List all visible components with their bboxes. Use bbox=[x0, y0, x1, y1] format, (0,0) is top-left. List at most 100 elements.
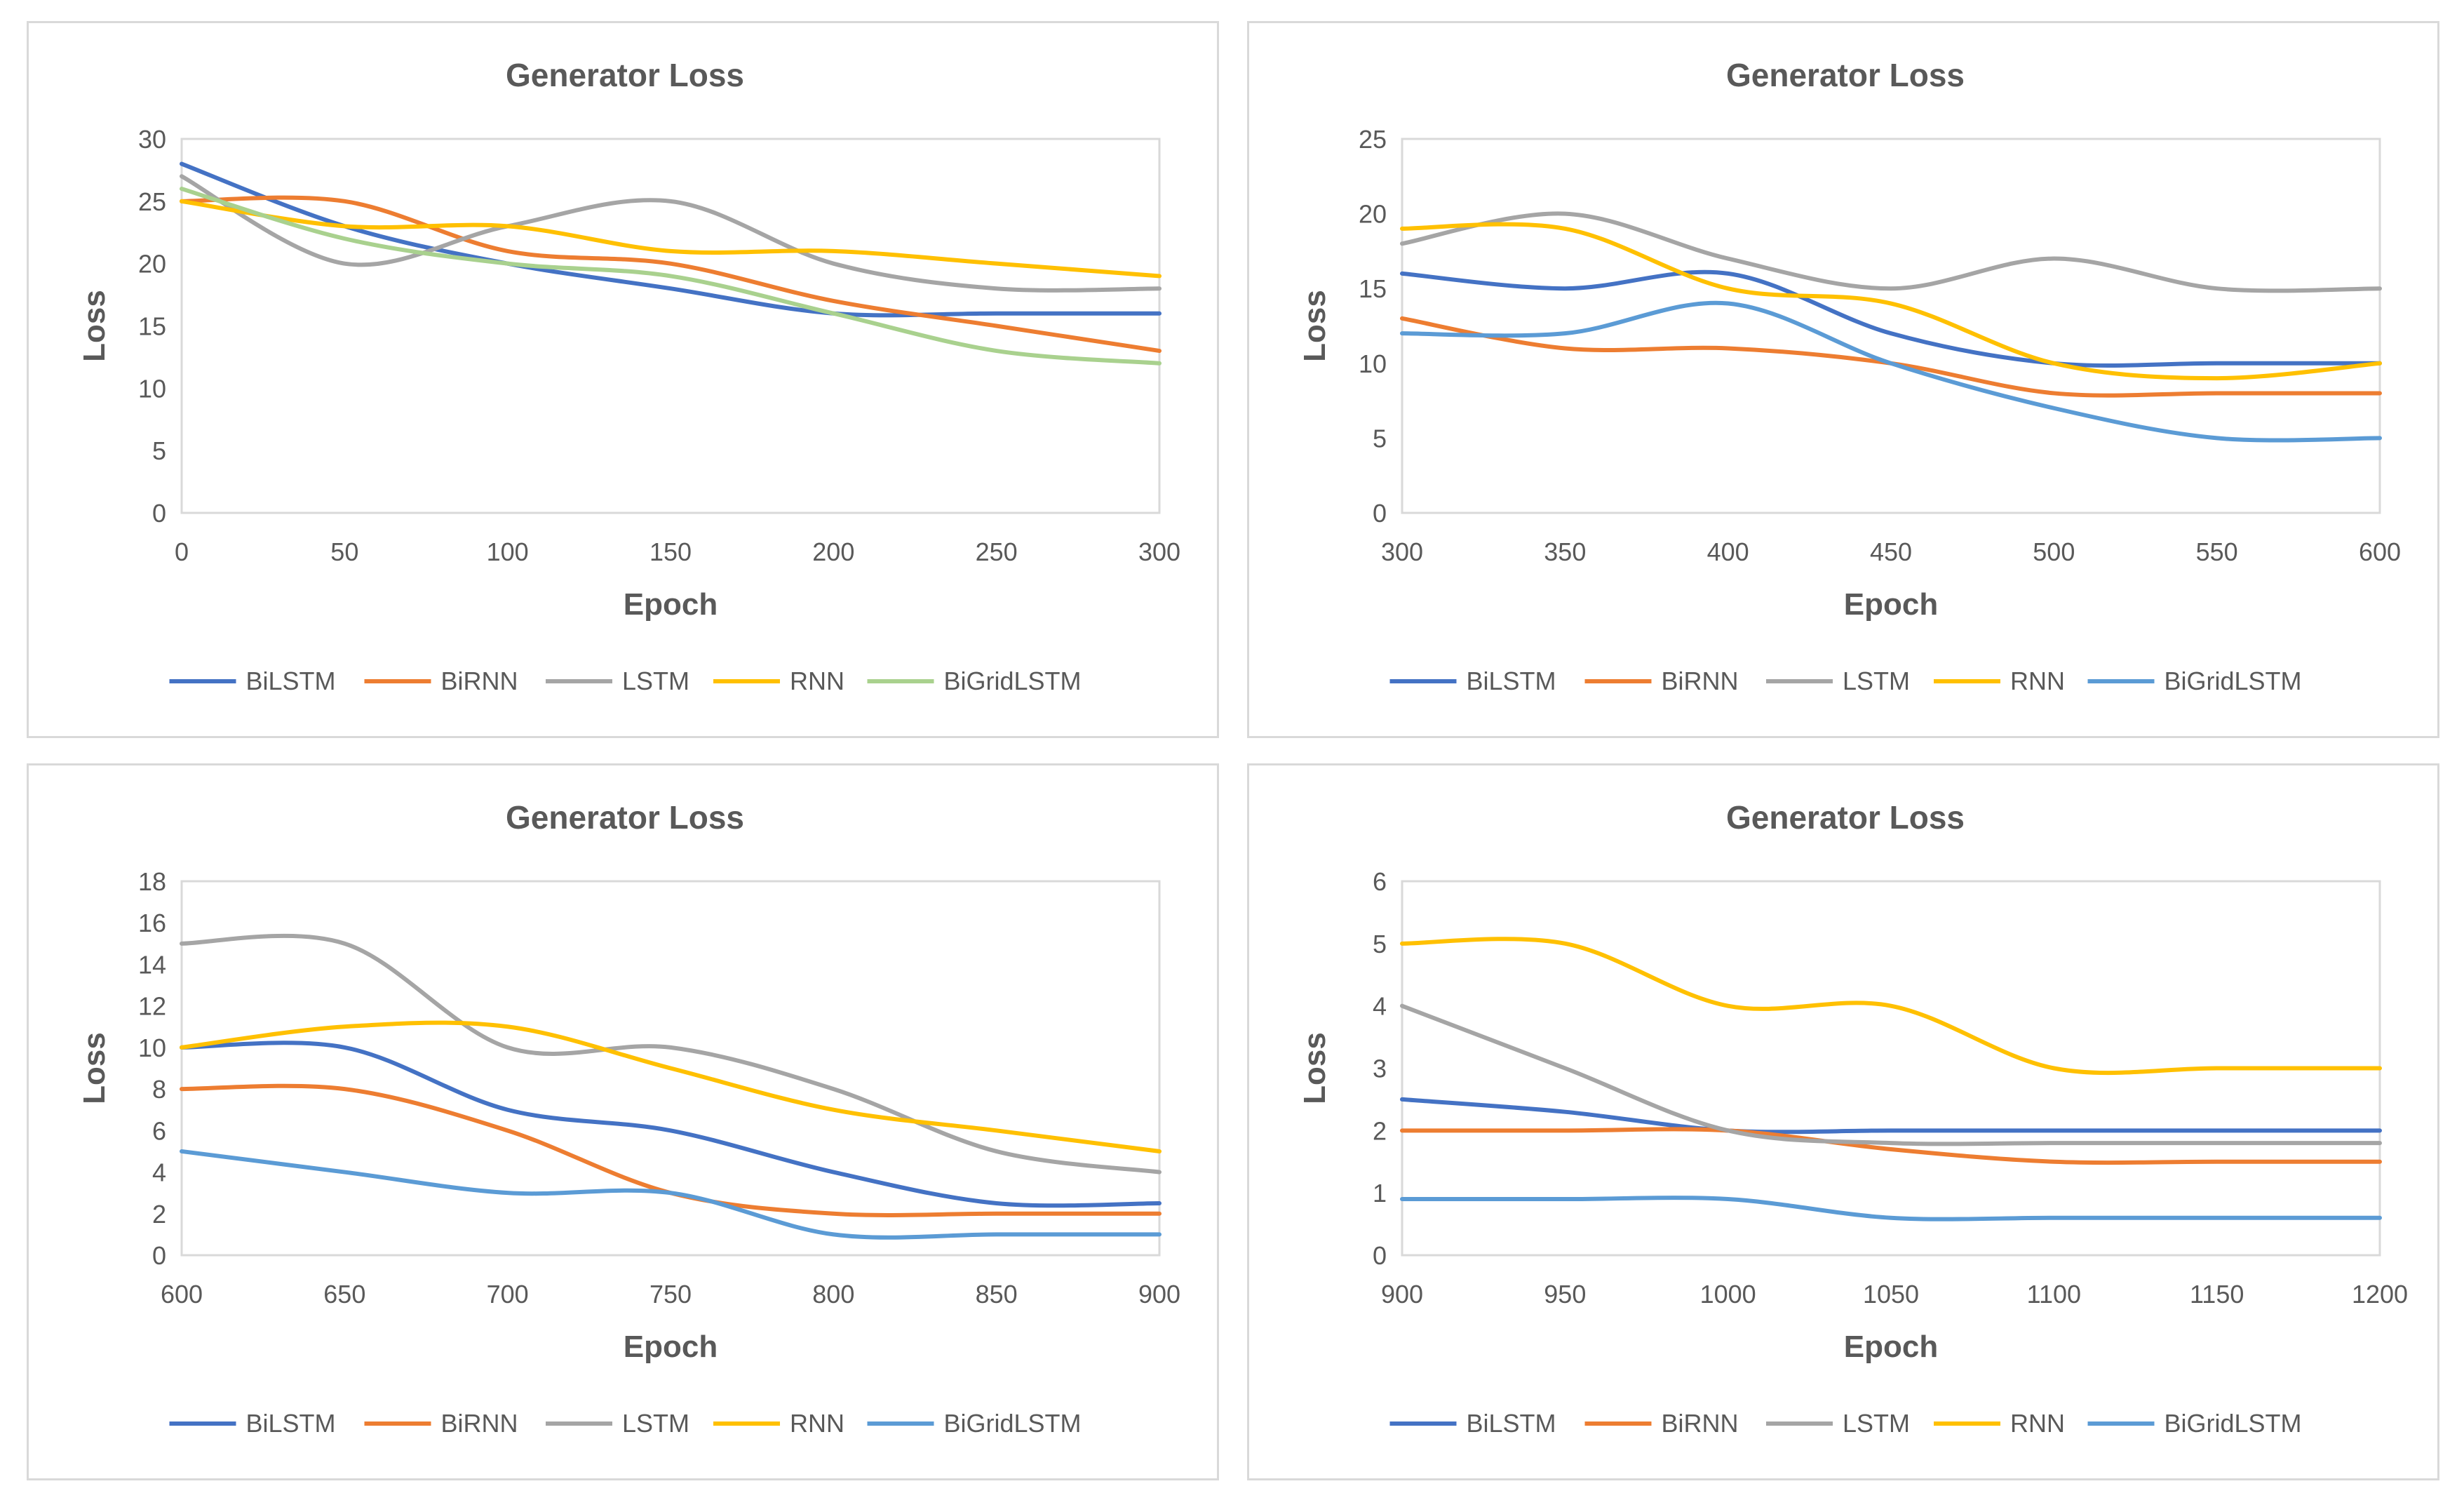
x-tick-label: 600 bbox=[2359, 537, 2401, 566]
plot-area bbox=[180, 880, 1161, 1257]
y-axis-title: Loss bbox=[77, 290, 112, 362]
x-tick-label: 800 bbox=[812, 1280, 854, 1309]
y-tick-label: 2 bbox=[1373, 1116, 1387, 1145]
y-tick-label: 8 bbox=[152, 1075, 166, 1104]
legend-label: RNN bbox=[2010, 667, 2065, 695]
legend-label: RNN bbox=[790, 667, 844, 695]
legend-label: LSTM bbox=[622, 667, 689, 695]
x-tick-label: 550 bbox=[2196, 537, 2238, 566]
x-tick-label: 850 bbox=[976, 1280, 1018, 1309]
legend-label: BiRNN bbox=[1662, 1409, 1739, 1438]
x-tick-label: 1200 bbox=[2352, 1280, 2408, 1309]
plot-area bbox=[1401, 138, 2381, 514]
y-tick-label: 0 bbox=[152, 1241, 166, 1270]
y-tick-label: 25 bbox=[1359, 125, 1387, 154]
x-tick-label: 1050 bbox=[1863, 1280, 1919, 1309]
y-tick-label: 30 bbox=[138, 125, 166, 154]
series-line-birnn bbox=[180, 1083, 1162, 1217]
legend-label: LSTM bbox=[1843, 667, 1910, 695]
chart-svg-2: Generator Loss 0 5 10 15 20 25 300 350 400 450 500 5… bbox=[1298, 57, 2401, 695]
y-tick-label: 16 bbox=[138, 909, 166, 937]
x-tick-label: 300 bbox=[1138, 537, 1180, 566]
x-tick-label: 450 bbox=[1870, 537, 1912, 566]
chart-panel-1: Generator Loss 0 5 10 15 20 25 30 0 50 100 150 200 25… bbox=[27, 21, 1219, 738]
chart-title: Generator Loss bbox=[506, 799, 744, 836]
x-tick-label: 150 bbox=[649, 537, 692, 566]
y-tick-label: 6 bbox=[1373, 867, 1387, 896]
series-line-lstm bbox=[1400, 211, 2382, 293]
series-line-birnn bbox=[180, 195, 1162, 354]
x-axis-title: Epoch bbox=[1844, 1330, 1938, 1364]
x-tick-label: 1150 bbox=[2190, 1280, 2244, 1309]
series-line-lstm bbox=[1400, 1003, 2382, 1146]
y-tick-label: 1 bbox=[1373, 1179, 1387, 1207]
y-tick-label: 10 bbox=[138, 1033, 166, 1062]
x-tick-label: 1100 bbox=[2027, 1280, 2081, 1309]
series-line-lstm bbox=[180, 933, 1162, 1175]
series-line-rnn bbox=[180, 199, 1162, 279]
y-tick-label: 4 bbox=[1373, 992, 1387, 1021]
y-axis-title: Loss bbox=[1298, 1032, 1332, 1104]
y-tick-label: 20 bbox=[138, 250, 166, 279]
chart-panel-2: Generator Loss 0 5 10 15 20 25 300 350 400 450 500 5… bbox=[1247, 21, 2439, 738]
x-tick-label: 300 bbox=[1381, 537, 1423, 566]
y-tick-label: 6 bbox=[152, 1116, 166, 1145]
series-line-bigridlstm bbox=[1400, 300, 2382, 443]
chart-title: Generator Loss bbox=[506, 57, 744, 93]
y-tick-label: 10 bbox=[1359, 349, 1387, 378]
x-tick-label: 1000 bbox=[1700, 1280, 1756, 1309]
legend-label: LSTM bbox=[622, 1409, 689, 1438]
legend-label: BiLSTM bbox=[246, 667, 336, 695]
y-tick-label: 10 bbox=[138, 374, 166, 403]
plot-area bbox=[180, 138, 1161, 514]
x-tick-label: 200 bbox=[812, 537, 854, 566]
series-line-bilstm bbox=[180, 1041, 1162, 1208]
x-tick-label: 900 bbox=[1138, 1280, 1180, 1309]
y-tick-label: 4 bbox=[152, 1158, 166, 1187]
series-line-bilstm bbox=[180, 161, 1162, 318]
legend-label: BiGridLSTM bbox=[944, 1409, 1082, 1438]
legend-label: BiGridLSTM bbox=[2165, 667, 2302, 695]
y-tick-label: 18 bbox=[138, 867, 166, 896]
x-tick-label: 0 bbox=[175, 537, 189, 566]
y-tick-label: 20 bbox=[1359, 200, 1387, 229]
series-line-bigridlstm bbox=[180, 187, 1162, 366]
y-tick-label: 5 bbox=[1373, 930, 1387, 958]
series-line-rnn bbox=[1400, 222, 2382, 381]
legend-label: BiGridLSTM bbox=[2165, 1409, 2302, 1438]
legend-label: BiRNN bbox=[441, 667, 518, 695]
x-axis-title: Epoch bbox=[624, 587, 718, 622]
legend-label: BiLSTM bbox=[1467, 667, 1556, 695]
x-tick-label: 700 bbox=[487, 1280, 529, 1309]
x-axis-title: Epoch bbox=[624, 1330, 718, 1364]
y-tick-label: 14 bbox=[138, 950, 166, 979]
chart-title: Generator Loss bbox=[1726, 799, 1965, 836]
legend-label: BiLSTM bbox=[1467, 1409, 1556, 1438]
series-line-bigridlstm bbox=[180, 1149, 1162, 1240]
y-tick-label: 0 bbox=[1373, 1241, 1387, 1270]
legend-label: LSTM bbox=[1843, 1409, 1910, 1438]
x-tick-label: 50 bbox=[330, 537, 358, 566]
x-tick-label: 600 bbox=[161, 1280, 203, 1309]
chart-panel-4: Generator Loss 0 1 2 3 4 5 6 900 950 1000 1050 1100 1… bbox=[1247, 763, 2439, 1480]
y-axis-title: Loss bbox=[77, 1032, 112, 1104]
y-tick-label: 5 bbox=[1373, 424, 1387, 453]
series-line-lstm bbox=[180, 174, 1162, 293]
series-line-birnn bbox=[1400, 316, 2382, 398]
y-axis-title: Loss bbox=[1298, 290, 1332, 362]
y-tick-label: 15 bbox=[138, 312, 166, 341]
y-tick-label: 2 bbox=[152, 1200, 166, 1229]
x-tick-label: 100 bbox=[487, 537, 529, 566]
series-line-rnn bbox=[1400, 937, 2382, 1076]
x-axis-title: Epoch bbox=[1844, 587, 1938, 622]
y-tick-label: 25 bbox=[138, 187, 166, 216]
y-tick-label: 3 bbox=[1373, 1055, 1387, 1083]
chart-svg-3: Generator Loss 0 2 4 6 8 10 12 14 16 18 600 650 700 75… bbox=[77, 799, 1180, 1438]
legend-label: RNN bbox=[790, 1409, 844, 1438]
chart-title: Generator Loss bbox=[1726, 57, 1965, 93]
legend-label: BiLSTM bbox=[246, 1409, 336, 1438]
y-tick-label: 15 bbox=[1359, 274, 1387, 303]
series-line-bilstm bbox=[1400, 1097, 2382, 1135]
y-tick-label: 0 bbox=[152, 499, 166, 528]
